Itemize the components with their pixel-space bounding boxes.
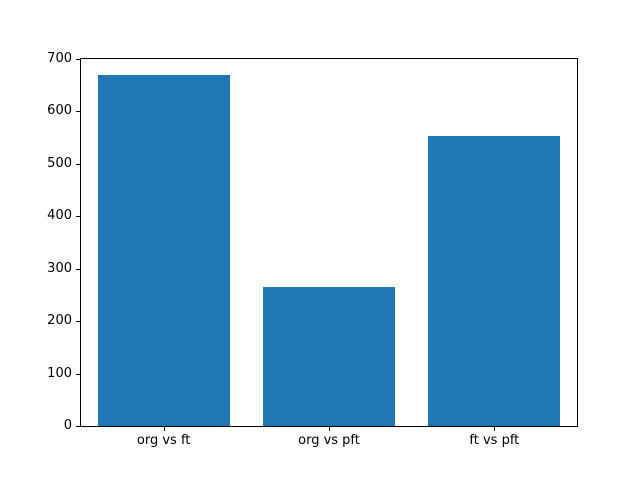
bar-org-vs-ft xyxy=(97,74,230,426)
x-tick-label: org vs pft xyxy=(298,433,360,448)
y-tick-label: 200 xyxy=(47,313,72,329)
y-tick-label: 700 xyxy=(47,51,72,66)
y-tick-label: 100 xyxy=(47,365,72,381)
y-tick-label: 500 xyxy=(47,155,72,171)
y-tick-label: 300 xyxy=(47,260,72,276)
y-tick-mark xyxy=(76,59,80,60)
y-tick-label: 400 xyxy=(47,208,72,224)
y-tick-mark xyxy=(76,373,80,375)
y-tick-mark xyxy=(76,321,80,323)
y-tick-mark xyxy=(76,163,80,165)
x-tick-mark xyxy=(329,427,330,431)
y-tick-mark xyxy=(76,111,80,113)
y-tick-mark xyxy=(76,268,80,270)
y-tick-label: 0 xyxy=(63,418,72,433)
y-tick-label: 600 xyxy=(47,103,72,119)
bar-ft-vs-pft xyxy=(428,136,561,426)
x-tick-label: ft vs pft xyxy=(469,433,520,448)
plot-area xyxy=(80,58,578,427)
y-tick-mark xyxy=(76,216,80,218)
x-tick-label: org vs ft xyxy=(136,433,191,448)
x-tick-mark xyxy=(163,427,165,431)
x-tick-mark xyxy=(494,427,496,431)
y-tick-mark xyxy=(76,426,80,427)
bar-org-vs-pft xyxy=(262,287,396,426)
